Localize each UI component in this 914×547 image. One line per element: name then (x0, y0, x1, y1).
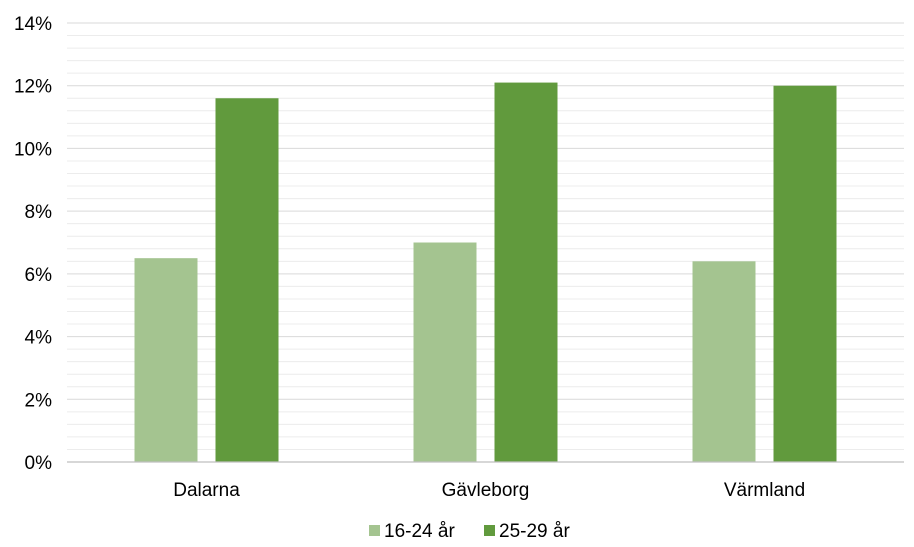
x-tick-label: Värmland (724, 480, 805, 501)
legend-swatch (484, 525, 495, 536)
y-tick-label: 10% (14, 139, 52, 160)
y-tick-label: 8% (25, 202, 53, 223)
y-tick-label: 6% (25, 265, 53, 286)
gridlines (67, 22, 904, 450)
bars (134, 82, 837, 462)
x-tick-label: Dalarna (173, 480, 240, 501)
bar-series-1-2 (692, 261, 756, 462)
bar-series-2-1 (494, 82, 558, 462)
y-tick-label: 2% (25, 390, 53, 411)
y-tick-label: 12% (14, 77, 52, 98)
y-tick-label: 4% (25, 328, 53, 349)
axes: 0% 2% 4% 6% 8% 10% 12% 14% Dalarna Gävleborg Värml… (14, 14, 904, 501)
bar-series-2-2 (773, 85, 837, 462)
y-tick-label: 0% (25, 453, 53, 474)
legend-label: 25-29 år (499, 521, 570, 542)
bar-series-1-0 (134, 258, 198, 462)
x-tick-label: Gävleborg (442, 480, 530, 501)
bar-series-2-0 (215, 98, 279, 462)
bar-series-1-1 (413, 242, 477, 462)
legend-swatch (369, 525, 380, 536)
legend: 16-24 år 25-29 år (369, 521, 570, 542)
y-tick-label: 14% (14, 14, 52, 35)
legend-label: 16-24 år (384, 521, 455, 542)
